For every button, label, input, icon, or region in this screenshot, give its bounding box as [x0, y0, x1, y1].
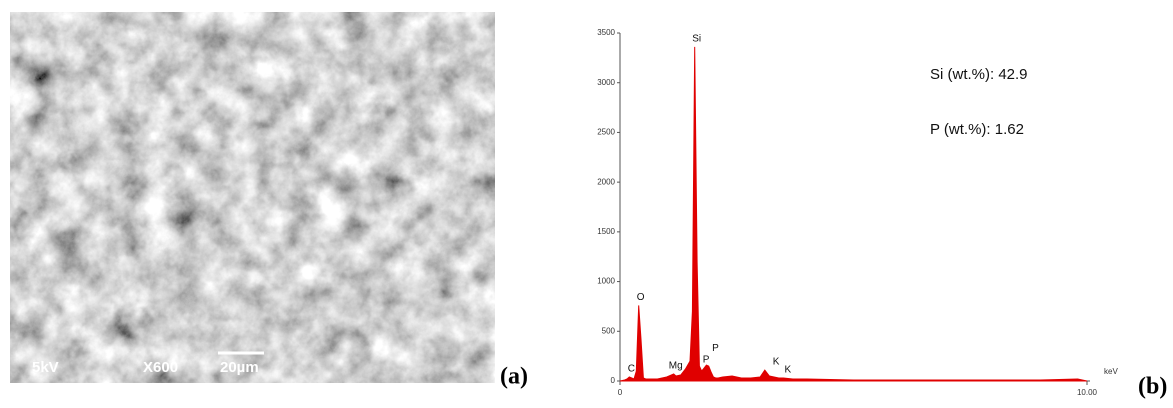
y-tick-label: 2000 [597, 177, 615, 186]
y-tick-label: 0 [611, 376, 616, 385]
x-axis-label: keV [1104, 367, 1118, 376]
y-tick-label: 3000 [597, 78, 615, 87]
peak-label: P [712, 343, 719, 354]
peak-label: Si [692, 34, 701, 45]
panel-label: (a) [500, 364, 528, 390]
panel-label: (b) [1138, 374, 1167, 400]
sem-image [10, 12, 495, 383]
annotation: Si (wt.%): 42.9 [930, 66, 1028, 83]
sem-panel: 5kV X600 20µm (a) [10, 12, 528, 390]
y-tick-label: 2500 [597, 128, 615, 137]
sem-scale: 20µm [220, 359, 259, 376]
y-tick-label: 1000 [597, 277, 615, 286]
sem-magnification: X600 [143, 359, 178, 376]
x-tick-label: 10.00 [1077, 388, 1098, 397]
spectrum [619, 46, 1088, 382]
y-tick-label: 3500 [597, 28, 615, 37]
peak-label: O [637, 292, 645, 303]
x-tick-label: 0 [618, 388, 623, 397]
sem-voltage: 5kV [32, 359, 59, 376]
annotation: P (wt.%): 1.62 [930, 121, 1024, 138]
peak-label: K [784, 365, 791, 376]
peak-label: K [773, 357, 780, 368]
peak-label: P [703, 355, 710, 366]
peak-label: Mg [669, 361, 683, 372]
peak-label: C [628, 364, 635, 375]
y-tick-label: 1500 [597, 227, 615, 236]
y-tick-label: 500 [602, 326, 616, 335]
eds-chart: keV Si (wt.%): 42.9 P (wt.%): 1.62 (b) 0… [597, 28, 1167, 399]
